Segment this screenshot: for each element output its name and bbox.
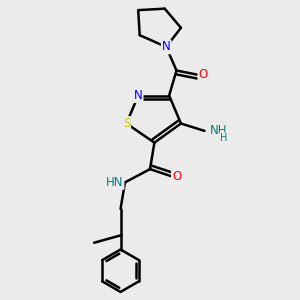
Text: N: N (134, 89, 142, 102)
Text: H: H (220, 133, 227, 143)
Text: S: S (123, 117, 130, 130)
Text: O: O (198, 68, 208, 81)
Text: NH: NH (210, 124, 228, 137)
Text: N: N (162, 40, 171, 53)
Text: O: O (172, 170, 181, 183)
Text: HN: HN (106, 176, 124, 189)
